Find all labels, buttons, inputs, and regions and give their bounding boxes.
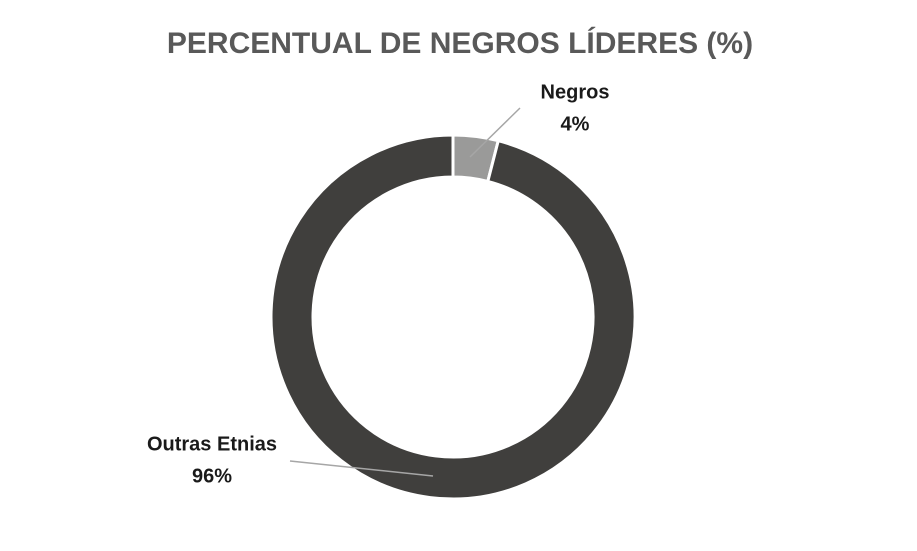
data-label-value: 96% (192, 465, 232, 487)
data-label-name: Outras Etnias (147, 433, 277, 455)
chart-title: PERCENTUAL DE NEGROS LÍDERES (%) (167, 26, 753, 60)
donut-segment (269, 133, 637, 501)
data-label-value: 4% (561, 113, 590, 135)
leader-line (289, 460, 434, 477)
data-label-name: Negros (541, 81, 610, 103)
leader-line (469, 107, 521, 158)
